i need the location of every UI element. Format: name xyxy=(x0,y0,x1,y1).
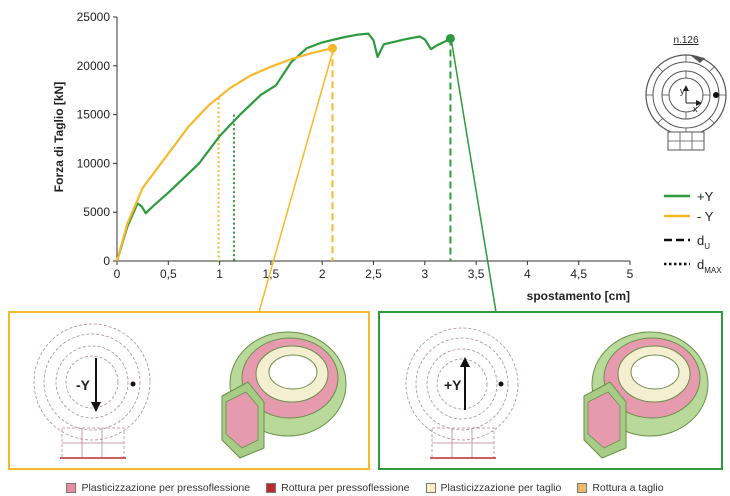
damage-legend-label: Rottura per pressoflessione xyxy=(281,482,410,494)
damage-legend-label: Plasticizzazione per taglio xyxy=(440,482,562,494)
plan-axis-x-label: x xyxy=(693,104,698,114)
3d-model-plus-y xyxy=(583,331,709,459)
wireframe-plan-minus-y xyxy=(33,323,151,459)
y-tick-label: 10000 xyxy=(77,156,111,170)
figure-canvas: 0 5000 10000 15000 20000 25000 0 0,5 1 1,5 2 2,5 3 3,… xyxy=(8,10,727,470)
x-tick-label: 4,5 xyxy=(570,267,587,281)
y-tick-label: 0 xyxy=(103,254,110,268)
damage-legend-swatch xyxy=(66,483,77,493)
x-tick-label: 1,5 xyxy=(263,267,280,281)
chart-area: 0 5000 10000 15000 20000 25000 0 0,5 1 1,5 2 2,5 3 3,… xyxy=(77,10,634,281)
damage-legend-swatch xyxy=(425,483,436,493)
damage-legend-item: Plasticizzazione per taglio xyxy=(425,480,562,496)
x-tick-label: 4 xyxy=(524,267,531,281)
x-tick-label: 2 xyxy=(319,267,326,281)
x-tick-label: 5 xyxy=(627,267,634,281)
wireframe-plan-plus-y xyxy=(405,327,519,459)
legend-subscript: MAX xyxy=(704,266,722,275)
x-tick-label: 1 xyxy=(216,267,223,281)
y-axis-label: Forza di Taglio [kN] xyxy=(52,82,66,192)
y-tick-label: 25000 xyxy=(77,10,111,24)
damage-legend-item: Rottura a taglio xyxy=(577,480,664,496)
damage-legend-item: Plasticizzazione per pressoflessione xyxy=(66,480,250,496)
plan-label: n.126 xyxy=(673,35,698,46)
damage-legend-item: Rottura per pressoflessione xyxy=(266,480,410,496)
connector-plus-y xyxy=(450,37,497,313)
x-tick-label: 0,5 xyxy=(160,267,177,281)
direction-label-minus-y: -Y xyxy=(76,377,91,393)
y-tick-label: 5000 xyxy=(83,205,110,219)
damage-legend-swatch xyxy=(266,483,277,493)
plan-axis-y-label: y xyxy=(680,86,685,96)
x-tick-label: 0 xyxy=(114,267,121,281)
legend-label: +Y xyxy=(697,189,714,204)
damage-legend: Plasticizzazione per pressoflessione Rott… xyxy=(0,480,730,496)
legend-label: dMAX xyxy=(697,257,722,275)
legend-subscript: U xyxy=(704,242,710,251)
series-line-minus-y xyxy=(115,47,333,262)
x-axis-label: spostamento [cm] xyxy=(527,289,630,303)
plan-view-diagram: n.126 y x xyxy=(645,35,727,151)
legend-label: dU xyxy=(697,233,710,251)
series-line-plus-y xyxy=(115,32,451,262)
3d-model-minus-y xyxy=(221,331,347,459)
x-tick-label: 3,5 xyxy=(468,267,485,281)
legend-label: - Y xyxy=(697,209,714,224)
direction-label-plus-y: +Y xyxy=(444,377,462,393)
y-tick-label: 15000 xyxy=(77,108,111,122)
panel-plus-y: +Y xyxy=(378,311,723,470)
connector-minus-y xyxy=(258,46,335,313)
damage-legend-label: Plasticizzazione per pressoflessione xyxy=(81,482,251,494)
panel-minus-y: -Y xyxy=(8,311,370,470)
y-tick-label: 20000 xyxy=(77,59,111,73)
x-tick-label: 2,5 xyxy=(365,267,382,281)
x-tick-label: 3 xyxy=(421,267,428,281)
chart-legend: +Y - Y dU dMAX xyxy=(664,189,722,275)
damage-legend-swatch xyxy=(577,483,588,493)
ultimate-point-minus-y xyxy=(327,43,337,53)
damage-legend-label: Rottura a taglio xyxy=(592,482,664,494)
